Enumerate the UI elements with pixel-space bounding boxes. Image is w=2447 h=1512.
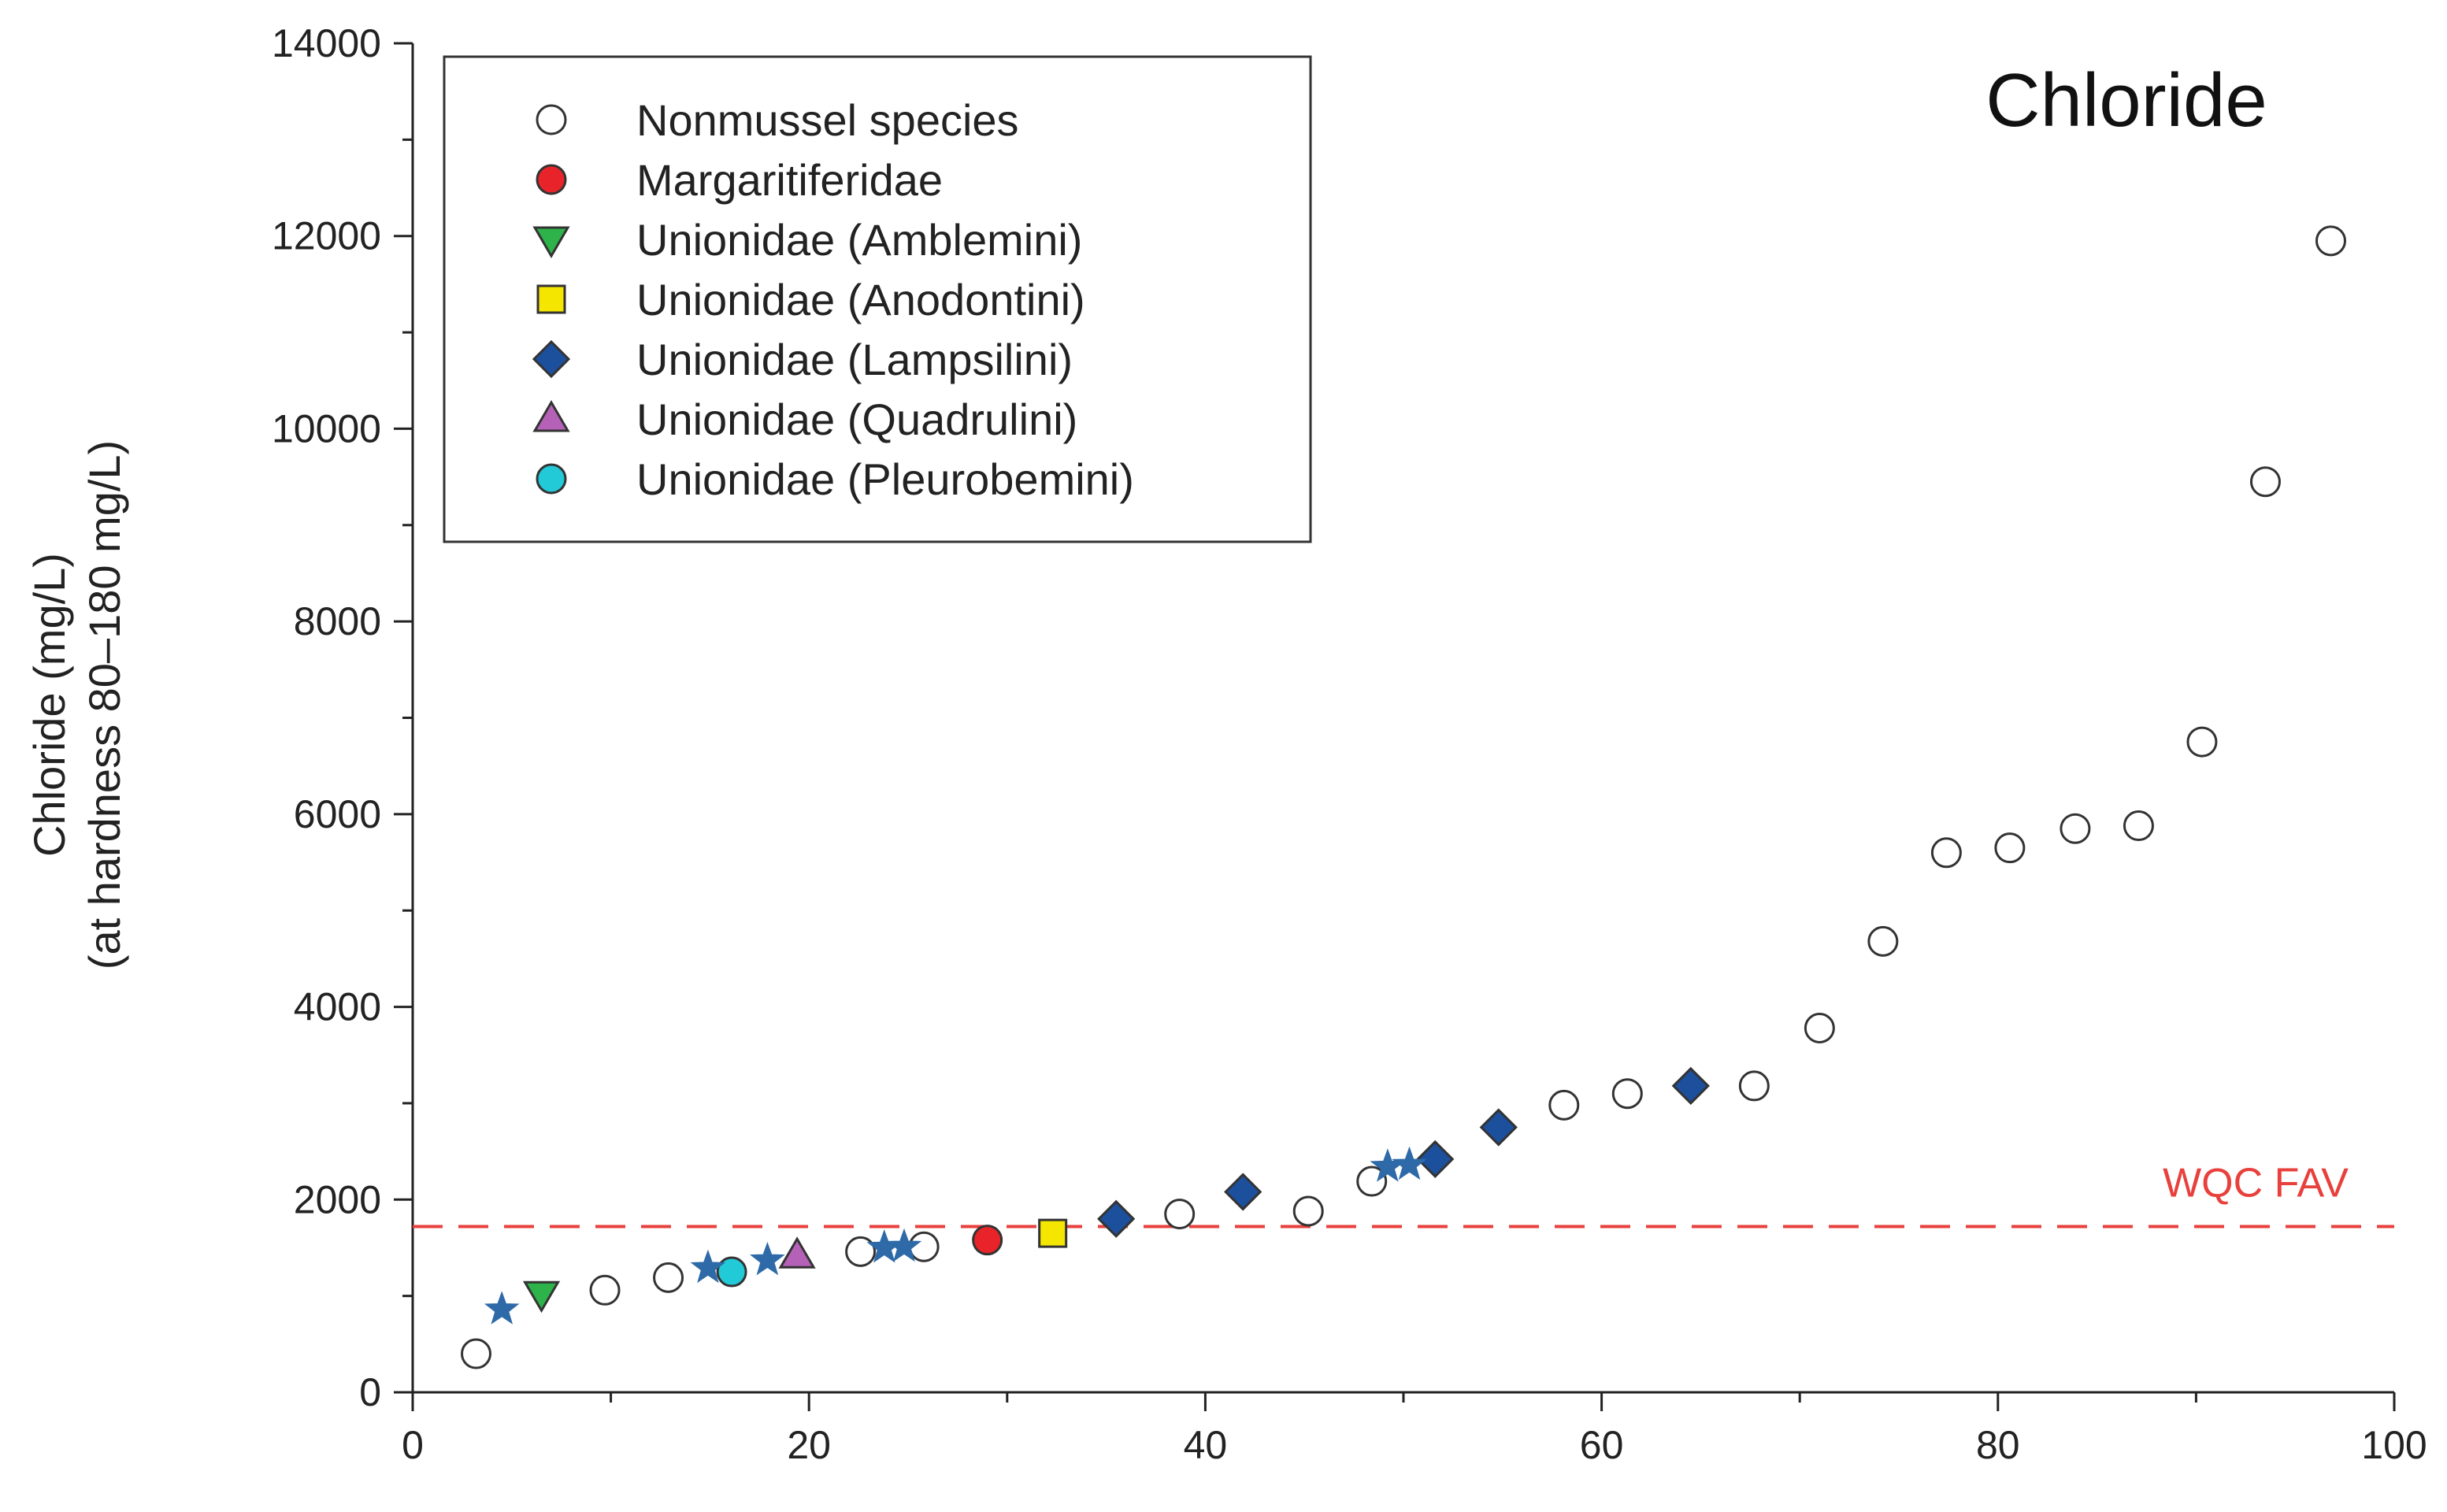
x-tick-label: 100 (2361, 1423, 2427, 1467)
series-3 (1038, 1218, 1068, 1248)
x-tick-label: 40 (1184, 1423, 1228, 1467)
x-tick-label: 0 (402, 1423, 424, 1467)
legend-label: Unionidae (Quadrulini) (636, 395, 1077, 444)
data-points (461, 225, 2346, 1369)
chart-title: Chloride (1985, 58, 2267, 143)
data-point-circle (972, 1225, 1003, 1256)
legend-marker-diamond (532, 339, 571, 379)
x-tick-label: 20 (787, 1423, 831, 1467)
legend-label: Unionidae (Anodontini) (636, 275, 1085, 324)
legend: Nonmussel species Margaritiferidae Unionid… (443, 55, 1312, 543)
data-point-star (484, 1291, 520, 1325)
data-point-circle (1994, 832, 2026, 864)
legend-marker-circle (536, 164, 567, 195)
series-1 (972, 1225, 1003, 1256)
data-point-circle (1292, 1195, 1324, 1227)
series-5 (778, 1236, 816, 1269)
y-tick-label: 12000 (272, 214, 381, 258)
data-point-square (1038, 1218, 1068, 1248)
legend-marker-triangle-up (532, 400, 570, 432)
series-6 (716, 1256, 747, 1288)
data-point-circle (845, 1236, 877, 1267)
wqc-fav-label: WQC FAV (2163, 1161, 2349, 1206)
data-point-circle (653, 1262, 684, 1293)
data-point-circle (1164, 1199, 1196, 1230)
legend-label: Unionidae (Amblemini) (636, 215, 1082, 265)
data-point-circle (461, 1338, 492, 1369)
data-point-star (749, 1241, 785, 1276)
series-4 (1097, 1066, 1710, 1238)
y-tick-label: 8000 (294, 599, 381, 643)
data-point-circle (1930, 837, 1962, 869)
wqc-fav-reference: WQC FAV (413, 1161, 2394, 1228)
series-7 (484, 1146, 1427, 1325)
data-point-circle (1356, 1166, 1388, 1197)
y-tick-label: 4000 (294, 985, 381, 1029)
y-tick-label: 2000 (294, 1177, 381, 1221)
y-axis-label-line1: Chloride (mg/L) (24, 553, 74, 857)
y-tick-label: 10000 (272, 406, 381, 450)
data-point-circle (2123, 810, 2154, 842)
series-2 (522, 1280, 561, 1314)
y-tick-label: 6000 (294, 792, 381, 836)
data-point-circle (2315, 225, 2346, 257)
legend-marker-triangle-down (532, 226, 570, 258)
legend-box (443, 55, 1312, 543)
data-point-diamond (1416, 1140, 1455, 1179)
data-point-triangle-down (522, 1280, 561, 1314)
legend-label: Unionidae (Pleurobemini) (636, 454, 1134, 504)
legend-marker-circle (536, 463, 567, 495)
data-point-circle (1548, 1089, 1580, 1121)
data-point-circle (1867, 925, 1899, 957)
data-point-diamond (1097, 1199, 1136, 1238)
y-axis-label: Chloride (mg/L) (at hardness 80–180 mg/L… (24, 440, 129, 969)
data-point-star (886, 1228, 922, 1262)
data-point-circle (716, 1256, 747, 1288)
series-0 (461, 225, 2346, 1369)
legend-label: Margaritiferidae (636, 155, 943, 205)
data-point-star (690, 1249, 726, 1284)
legend-label: Nonmussel species (636, 95, 1019, 145)
y-tick-label: 14000 (272, 21, 381, 65)
data-point-circle (2186, 726, 2218, 758)
data-point-triangle-up (778, 1236, 816, 1269)
data-point-diamond (1224, 1173, 1262, 1211)
data-point-circle (2249, 466, 2281, 498)
ticks: 0 2000 4000 6000 8000 10000 12000 14000 0 20 40 60 8… (272, 21, 2427, 1467)
data-point-circle (1611, 1078, 1643, 1110)
legend-label: Unionidae (Lampsilini) (636, 335, 1073, 384)
data-point-star (1392, 1146, 1427, 1180)
x-tick-label: 60 (1580, 1423, 1624, 1467)
data-point-circle (2060, 813, 2091, 844)
data-point-diamond (1479, 1108, 1518, 1147)
data-point-diamond (1671, 1066, 1710, 1106)
legend-marker-square (536, 284, 566, 314)
y-tick-label: 0 (359, 1370, 381, 1414)
legend-marker-circle (536, 104, 567, 135)
x-tick-label: 80 (1976, 1423, 2020, 1467)
data-point-circle (1738, 1070, 1770, 1102)
data-point-circle (1804, 1012, 1835, 1043)
y-axis-label-line2: (at hardness 80–180 mg/L) (80, 440, 129, 969)
data-point-circle (589, 1274, 621, 1306)
